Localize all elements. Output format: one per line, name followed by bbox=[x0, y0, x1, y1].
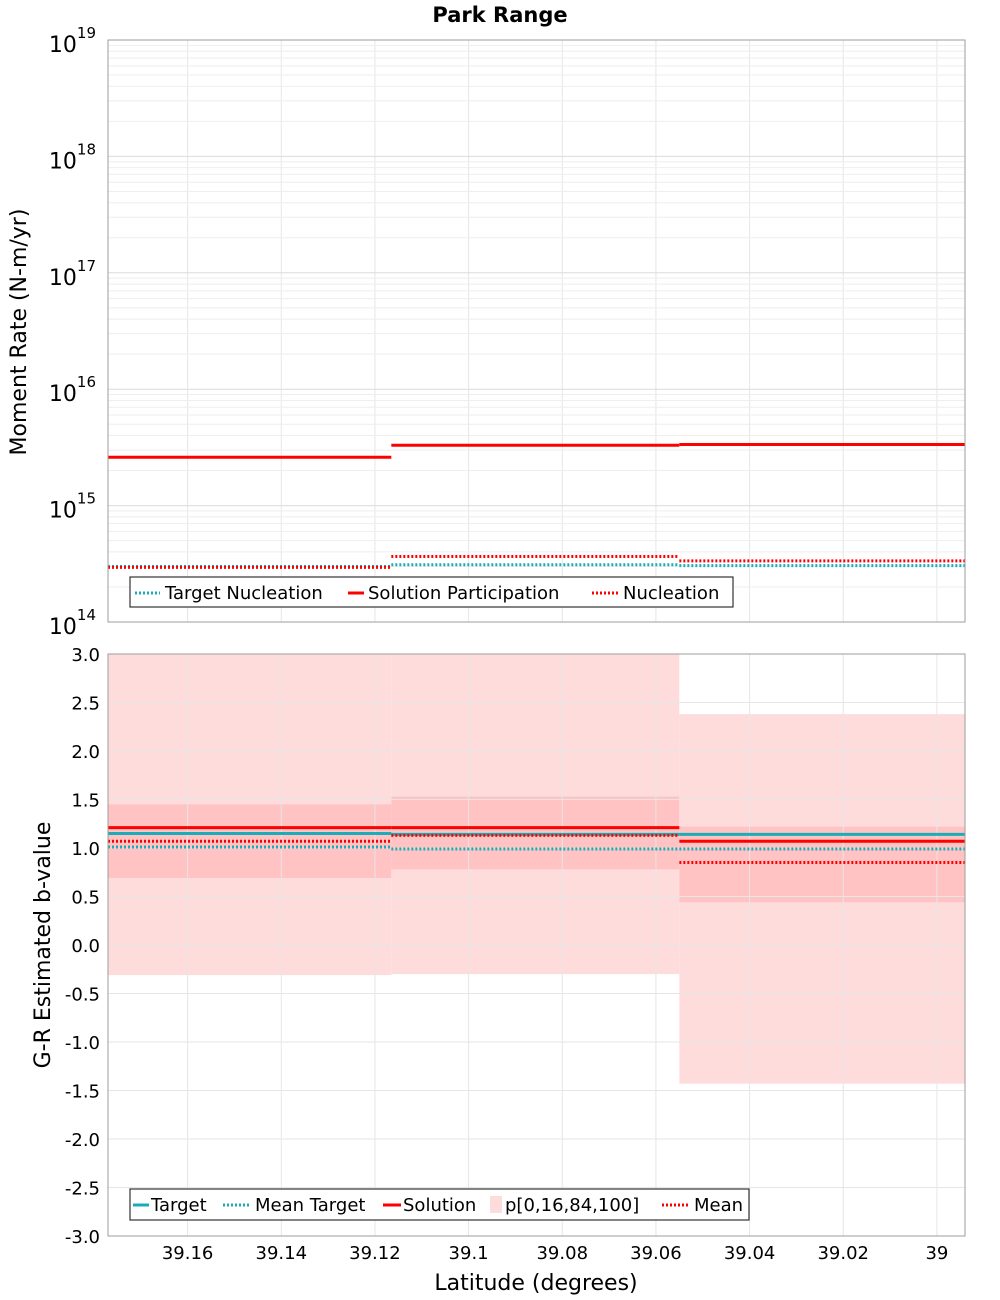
b-value-y-tick-label: -3.0 bbox=[65, 1227, 100, 1248]
legend-label-solution-participation: Solution Participation bbox=[368, 583, 559, 604]
legend-label-nucleation: Nucleation bbox=[623, 583, 719, 604]
moment-rate-y-tick-label: 1015 bbox=[49, 490, 96, 524]
x-axis-label: Latitude (degrees) bbox=[434, 1271, 637, 1296]
chart-title: Park Range bbox=[432, 3, 567, 27]
moment-rate-y-tick-label: 1014 bbox=[49, 606, 96, 640]
legend-label-target: Target bbox=[150, 1195, 207, 1216]
b-value-legend: Target Mean Target Solution p[0,16,84,10… bbox=[129, 1188, 750, 1221]
moment-rate-legend: Target Nucleation Solution Participation… bbox=[129, 576, 734, 608]
moment-rate-y-tick-label: 1019 bbox=[49, 24, 96, 58]
b-value-y-tick-label: 1.5 bbox=[71, 791, 100, 812]
b-value-y-tick-label: 0.5 bbox=[71, 888, 100, 909]
b-value-y-tick-label: 3.0 bbox=[71, 645, 100, 666]
legend-label-target-nucleation: Target Nucleation bbox=[164, 583, 323, 604]
moment-rate-y-tick-label: 1017 bbox=[49, 257, 96, 291]
x-tick-label: 39.04 bbox=[724, 1243, 776, 1264]
legend-label-mean: Mean bbox=[694, 1195, 743, 1216]
legend-label-mean-target: Mean Target bbox=[255, 1195, 365, 1216]
moment-rate-legend-box bbox=[129, 576, 734, 608]
b-value-y-tick-label: 2.5 bbox=[71, 694, 100, 715]
legend-label-solution: Solution bbox=[403, 1195, 476, 1216]
x-tick-label: 39.14 bbox=[256, 1243, 308, 1264]
moment-rate-panel: 1014 1015 1016 1017 1018 1019 Moment Rate (N-… bbox=[7, 24, 966, 640]
legend-label-percentile-band: p[0,16,84,100] bbox=[505, 1195, 639, 1216]
x-tick-label: 39.16 bbox=[162, 1243, 214, 1264]
moment-rate-y-axis-label: Moment Rate (N-m/yr) bbox=[7, 209, 32, 456]
moment-rate-y-tick-label: 1016 bbox=[49, 373, 96, 407]
b-value-y-tick-label: 1.0 bbox=[71, 839, 100, 860]
moment-rate-y-tick-label: 1018 bbox=[49, 140, 96, 174]
x-tick-label: 39.02 bbox=[817, 1243, 869, 1264]
x-tick-label: 39 bbox=[925, 1243, 948, 1264]
percentile-band-p16-p84 bbox=[679, 826, 965, 903]
b-value-y-tick-label: -1.5 bbox=[65, 1082, 100, 1103]
x-tick-label: 39.06 bbox=[630, 1243, 682, 1264]
b-value-y-tick-label: -2.0 bbox=[65, 1130, 100, 1151]
b-value-y-tick-label: -0.5 bbox=[65, 985, 100, 1006]
b-value-panel: -3.0 -2.5 -2.0 -1.5 -1.0 -0.5 0.0 0.5 1.0 1.5 2.0 2… bbox=[31, 645, 966, 1296]
b-value-plot-frame bbox=[107, 653, 966, 1237]
b-value-y-tick-label: 0.0 bbox=[71, 936, 100, 957]
moment-rate-plot-frame bbox=[107, 39, 966, 623]
x-tick-label: 39.08 bbox=[536, 1243, 588, 1264]
b-value-y-tick-label: -1.0 bbox=[65, 1033, 100, 1054]
b-value-legend-box bbox=[129, 1188, 750, 1221]
moment-rate-plot-area bbox=[108, 40, 965, 622]
x-tick-label: 39.1 bbox=[449, 1243, 489, 1264]
legend-swatch-percentile-band bbox=[490, 1196, 502, 1213]
x-tick-label: 39.12 bbox=[349, 1243, 401, 1264]
b-value-y-tick-label: 2.0 bbox=[71, 742, 100, 763]
b-value-y-tick-label: -2.5 bbox=[65, 1179, 100, 1200]
b-value-y-axis-label: G-R Estimated b-value bbox=[31, 822, 56, 1069]
